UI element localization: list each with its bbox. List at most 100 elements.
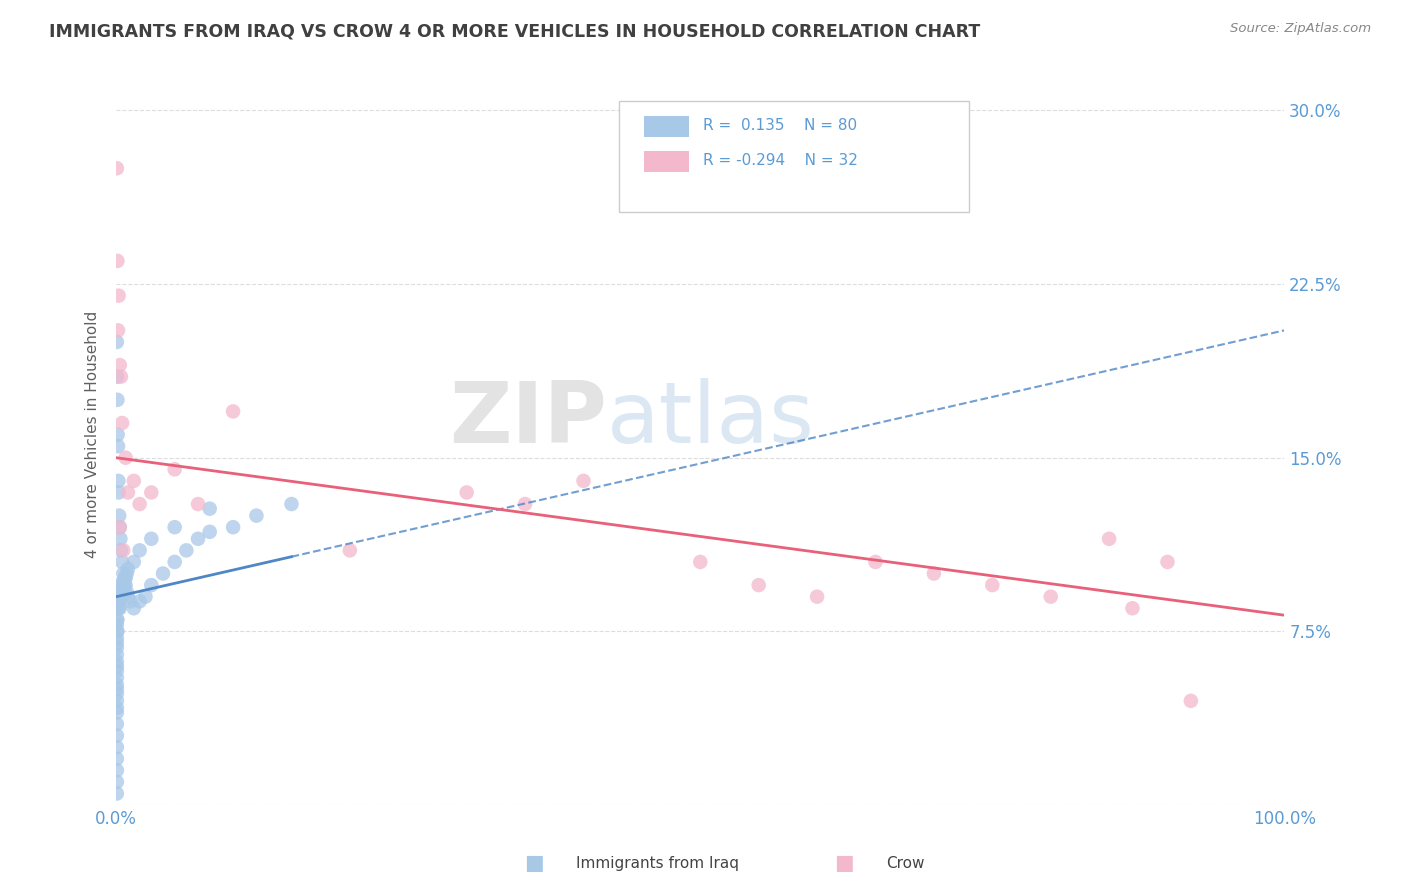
Point <box>105 694 128 708</box>
Point <box>107 624 129 639</box>
Point <box>122 474 145 488</box>
Point <box>141 578 163 592</box>
Point <box>105 613 128 627</box>
Point <box>107 392 129 407</box>
Text: atlas: atlas <box>607 378 815 461</box>
Point <box>105 678 128 692</box>
Text: Immigrants from Iraq: Immigrants from Iraq <box>576 856 740 871</box>
Point <box>111 578 134 592</box>
Point <box>105 617 128 632</box>
Point <box>572 474 595 488</box>
Point <box>107 613 129 627</box>
Point <box>981 578 1004 592</box>
Text: Crow: Crow <box>886 856 924 871</box>
Point <box>1039 590 1062 604</box>
Point <box>513 497 536 511</box>
Point <box>107 585 129 599</box>
Point <box>806 590 828 604</box>
Point <box>105 764 128 778</box>
Text: ■: ■ <box>834 854 853 873</box>
Point <box>105 671 128 685</box>
Text: ZIP: ZIP <box>449 378 607 461</box>
Point <box>222 520 245 534</box>
Point <box>105 664 128 678</box>
Point <box>105 369 128 384</box>
Point <box>339 543 361 558</box>
Point <box>112 585 135 599</box>
Point <box>110 369 132 384</box>
Point <box>141 532 163 546</box>
Point <box>105 334 128 349</box>
Point <box>122 601 145 615</box>
Point <box>107 594 129 608</box>
Point <box>105 787 128 801</box>
Point <box>107 590 129 604</box>
Y-axis label: 4 or more Vehicles in Household: 4 or more Vehicles in Household <box>86 311 100 558</box>
Text: ■: ■ <box>524 854 544 873</box>
Point <box>105 701 128 715</box>
Point <box>111 416 134 430</box>
Point <box>107 427 129 442</box>
Point <box>128 543 150 558</box>
Point <box>114 578 136 592</box>
Text: R =  0.135    N = 80: R = 0.135 N = 80 <box>703 118 856 133</box>
Point <box>107 601 129 615</box>
Point <box>105 624 128 639</box>
Point <box>114 571 136 585</box>
Point <box>110 543 132 558</box>
Point <box>117 485 139 500</box>
Point <box>115 585 138 599</box>
FancyBboxPatch shape <box>619 101 969 212</box>
Point <box>108 601 131 615</box>
Point <box>107 485 129 500</box>
Point <box>108 520 131 534</box>
Point <box>748 578 770 592</box>
Point <box>114 571 136 585</box>
Point <box>114 578 136 592</box>
Point <box>198 501 221 516</box>
Point <box>112 543 135 558</box>
Point <box>108 508 131 523</box>
Point <box>922 566 945 581</box>
Point <box>107 439 129 453</box>
Point <box>105 601 128 615</box>
Bar <box>644 151 689 171</box>
Point <box>105 659 128 673</box>
Point <box>1098 532 1121 546</box>
Point <box>1180 694 1202 708</box>
Point <box>176 543 198 558</box>
Point <box>110 532 132 546</box>
Point <box>107 601 129 615</box>
Text: R = -0.294    N = 32: R = -0.294 N = 32 <box>703 153 858 168</box>
Point <box>105 706 128 720</box>
Text: IMMIGRANTS FROM IRAQ VS CROW 4 OR MORE VEHICLES IN HOUSEHOLD CORRELATION CHART: IMMIGRANTS FROM IRAQ VS CROW 4 OR MORE V… <box>49 22 980 40</box>
Point <box>108 520 131 534</box>
Point <box>105 648 128 662</box>
Point <box>108 590 131 604</box>
Point <box>105 775 128 789</box>
Point <box>105 682 128 697</box>
Point <box>115 566 138 581</box>
Point <box>107 323 129 337</box>
Point <box>105 729 128 743</box>
Point <box>163 462 186 476</box>
Point <box>110 585 132 599</box>
Point <box>105 717 128 731</box>
Point <box>107 590 129 604</box>
Bar <box>644 116 689 136</box>
Point <box>107 474 129 488</box>
Point <box>114 450 136 465</box>
Point <box>128 497 150 511</box>
Point <box>865 555 887 569</box>
Point <box>105 161 128 176</box>
Point <box>105 632 128 646</box>
Point <box>105 752 128 766</box>
Point <box>280 497 302 511</box>
Point <box>107 578 129 592</box>
Point <box>108 594 131 608</box>
Point <box>110 590 132 604</box>
Point <box>222 404 245 418</box>
Point <box>105 740 128 755</box>
Point <box>689 555 711 569</box>
Point <box>163 555 186 569</box>
